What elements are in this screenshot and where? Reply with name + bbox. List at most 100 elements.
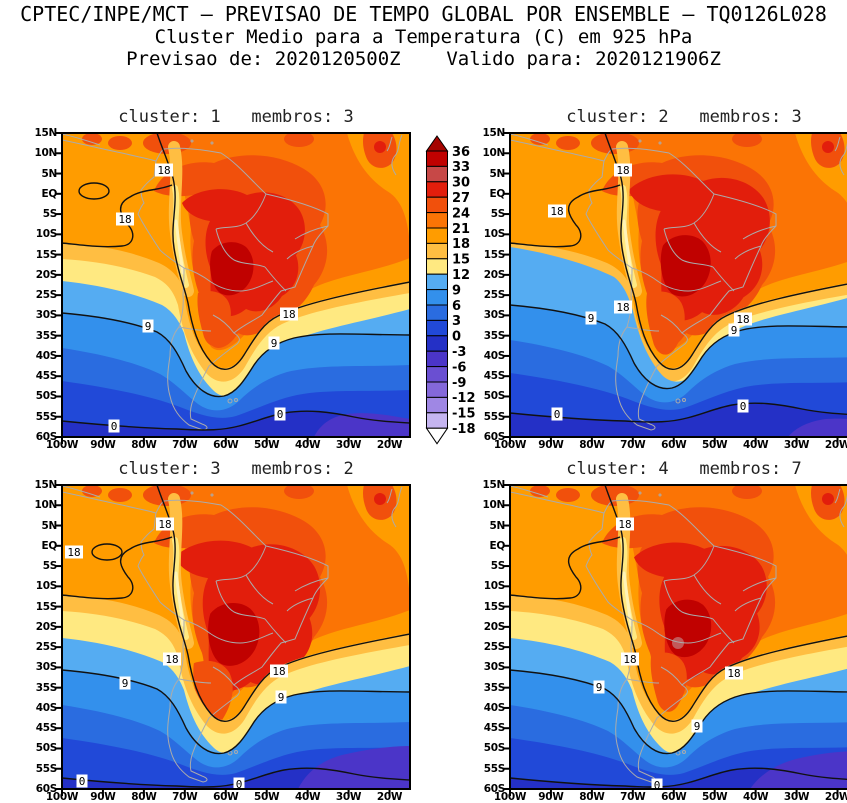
colorbar-tick-label: 6 [452,299,461,314]
colorbar-box [426,319,448,337]
contour-label: 18 [272,665,285,678]
colorbar-tick-label: 36 [452,145,470,160]
contour-label: 0 [740,400,747,413]
lat-tick-label: 20S [35,620,58,633]
contour-label: 18 [736,313,749,326]
lat-tick-label: 35S [483,329,506,342]
lon-tick-label: 40W [742,439,769,451]
lat-tick-label: 60S [35,431,58,443]
band-below-minus3 [750,751,847,789]
axis-ticks [55,484,391,796]
colorbar-box [426,227,448,244]
colorbar-tick-label: 3 [452,314,461,329]
contour-labels: 18 18 18 9 9 0 [593,517,743,792]
lon-tick-label: 40W [294,791,321,803]
lon-tick-label: 80W [131,791,157,803]
map-frame [509,484,847,790]
lat-tick-label: 15N [34,479,58,491]
contour-label: 9 [596,681,603,694]
contour-label: 0 [277,408,284,421]
temperature-colorbar: 36 33 30 27 24 21 18 15 12 9 6 3 0 -3 -6 -9 -12 -15 -18 [425,135,490,447]
lat-tick-label: 10S [483,580,506,593]
contour-label: 0 [654,779,661,792]
lat-tick-label: 15S [35,248,58,261]
panel-title: cluster: 1 membros: 3 [118,107,354,127]
lat-tick-label: 55S [483,762,506,775]
panel-title: cluster: 2 membros: 3 [566,107,802,127]
coastline [62,133,403,431]
lat-tick-label: 10N [482,499,506,512]
lon-tick-label: 100W [45,791,79,803]
lat-tick-label: 30S [35,309,58,322]
lat-tick-label: 50S [35,742,58,755]
colorbar-tick-label: 24 [452,206,470,221]
colorbar-box [426,212,448,229]
colorbar-arrow-bottom [425,427,449,445]
lon-tick-label: 60W [661,791,687,803]
colorbar-tick-label: -6 [452,360,466,375]
coastline [510,485,847,783]
lat-tick-label: 45S [483,370,506,383]
lat-tick-label: 35S [35,681,58,694]
lat-tick-label: 40S [483,701,506,714]
lat-tick-label: 30S [483,309,506,322]
page-title: CPTEC/INPE/MCT – PREVISAO DE TEMPO GLOBA… [20,2,827,26]
colorbar-tick-label: 0 [452,330,461,345]
colorbar-box [426,304,448,321]
colorbar-box [426,350,448,368]
lon-tick-label: 50W [254,439,280,451]
colorbar-box [426,273,448,291]
lon-tick-label: 30W [335,791,362,803]
contour-label: 0 [79,775,86,788]
map-frame [61,484,411,790]
map-fill-layers: 18 18 18 9 9 0 [510,485,847,792]
contour-label: 9 [271,337,278,350]
lon-tick-label: 80W [579,439,605,451]
lat-tick-label: 20S [35,268,58,281]
panel-title: cluster: 3 membros: 2 [118,459,354,479]
lat-tick-label: 60S [483,783,506,795]
coastline [62,485,403,783]
lat-tick-label: 45S [483,722,506,735]
lat-tick-label: 55S [483,410,506,423]
map-plot: 18 18 18 18 9 9 0 0 [55,484,411,796]
contour-label: 18 [616,164,629,177]
lon-tick-label: 80W [579,791,605,803]
colorbar-box [426,366,448,383]
map-plot: 18 18 18 9 9 0 [503,484,847,796]
panel-cluster-4: cluster: 4 membros: 7 18 18 18 9 9 0 15N 10N 5N EQ… [483,459,847,803]
lat-tick-label: 15N [482,479,506,491]
lon-tick-label: 50W [254,791,280,803]
colorbar-tick-label: 15 [452,253,470,268]
lat-tick-label: 50S [35,390,58,403]
colorbar-box [426,150,448,167]
contour-label: 18 [618,518,631,531]
colorbar-box [426,242,448,260]
contour-label: 0 [236,778,243,791]
lat-tick-label: 35S [483,681,506,694]
colorbar-box [426,181,448,198]
lat-tick-label: 30S [483,661,506,674]
panel-cluster-1: cluster: 1 membros: 3 18 18 18 9 9 0 0 15N 10N 5N E… [35,107,411,451]
contour-label: 18 [165,653,178,666]
lat-tick-label: 15S [35,600,58,613]
lon-tick-label: 100W [493,791,527,803]
lat-tick-label: 15N [34,127,58,139]
lon-tick-label: 50W [702,439,728,451]
colorbar-box [426,165,448,183]
lat-tick-label: 15S [483,248,506,261]
coastline [510,133,847,431]
band-below-minus3 [788,418,847,437]
lat-tick-label: 25S [483,289,506,302]
map-fill-layers: 18 18 18 18 9 9 0 0 [62,485,410,791]
lat-tick-label: 60S [483,431,506,443]
lat-tick-label: 10S [483,228,506,241]
lon-tick-label: 100W [45,439,79,451]
lon-tick-label: 30W [783,439,810,451]
lon-tick-label: 70W [172,439,198,451]
lat-tick-label: 5S [42,208,58,221]
